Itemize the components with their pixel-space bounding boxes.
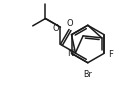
Text: O: O <box>53 24 59 33</box>
Text: N: N <box>67 49 73 58</box>
Text: F: F <box>108 50 113 59</box>
Text: O: O <box>67 19 73 28</box>
Text: Br: Br <box>83 70 92 79</box>
